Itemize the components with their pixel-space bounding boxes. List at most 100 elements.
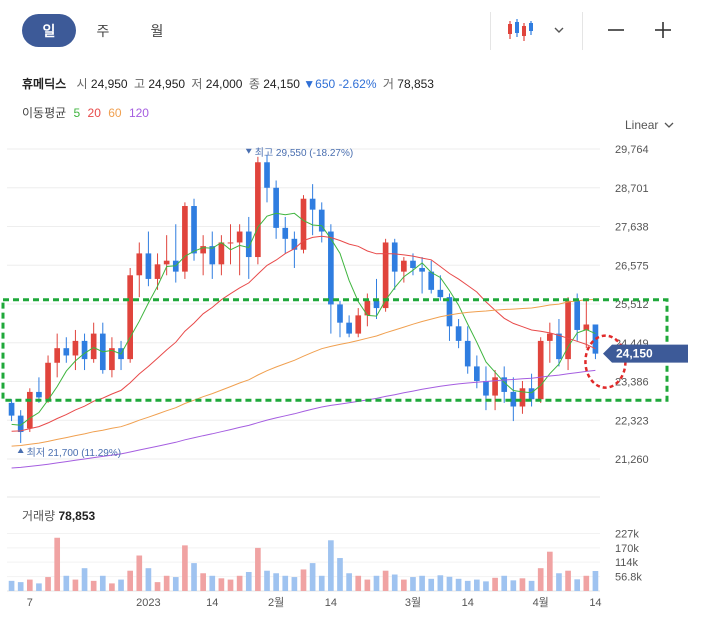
y-tick-label: 21,260 <box>615 454 649 466</box>
candlestick-icon <box>508 19 533 41</box>
volume-chart-value: 78,853 <box>58 509 96 523</box>
candle-body <box>510 391 517 407</box>
ma-period-20: 20 <box>87 106 101 120</box>
scale-label: Linear <box>625 118 659 132</box>
candle-body <box>209 246 216 265</box>
y-tick-label: 24,449 <box>615 338 649 350</box>
high-label: 고 <box>133 77 145 91</box>
volume-bar <box>410 577 416 591</box>
toolbar-divider <box>582 12 583 50</box>
y-tick-label: 26,575 <box>615 260 649 272</box>
volume-bar <box>291 577 298 591</box>
volume-bar <box>191 563 197 591</box>
volume-bar <box>300 569 307 591</box>
price-info: 휴메딕스 시 24,950 고 24,950 저 24,000 종 24,150… <box>22 75 434 92</box>
volume-bar <box>136 555 143 591</box>
volume-tick-label: 56.8k <box>615 572 642 584</box>
volume-bar <box>54 537 61 591</box>
x-tick-label: 4월 <box>533 596 549 609</box>
volume-bar <box>17 582 24 591</box>
volume-value: 78,853 <box>397 77 434 91</box>
volume-bar <box>501 575 508 591</box>
candle-body <box>501 377 508 392</box>
ma-label: 이동평균 <box>22 106 67 120</box>
candle-body <box>163 260 170 265</box>
candle-body <box>474 366 480 381</box>
volume-bar <box>172 577 179 591</box>
open-label: 시 <box>76 77 88 91</box>
volume-bar <box>45 577 51 591</box>
volume-bar <box>428 578 435 591</box>
chevron-down-icon <box>664 122 674 128</box>
volume-bar <box>401 579 407 591</box>
tab-month[interactable]: 월 <box>150 22 164 39</box>
volume-label: 거 <box>382 77 394 91</box>
volume-bar <box>592 571 599 591</box>
candle-body <box>182 206 188 272</box>
volume-bar <box>127 570 133 591</box>
chevron-down-icon <box>554 27 564 33</box>
volume-bar <box>26 579 33 591</box>
add-button[interactable] <box>645 12 681 48</box>
y-tick-label: 22,323 <box>615 415 649 427</box>
candle-body <box>318 209 325 232</box>
ma-line-5 <box>11 212 596 426</box>
candle-body <box>464 340 471 367</box>
candle-body <box>492 377 498 396</box>
candle-body <box>191 206 197 254</box>
low-value: 24,000 <box>205 77 243 91</box>
candle-body <box>118 348 124 360</box>
volume-bar <box>154 582 161 591</box>
candle-body <box>391 242 398 272</box>
candle-body <box>428 271 435 290</box>
candle-body <box>328 231 334 305</box>
volume-bar <box>546 551 553 591</box>
candle-body <box>127 275 133 360</box>
volume-bar <box>163 575 170 591</box>
volume-bar <box>273 573 279 591</box>
volume-bar <box>455 578 462 591</box>
candle-body <box>45 362 51 400</box>
candle-body <box>483 380 489 396</box>
volume-bar <box>200 573 206 591</box>
ma-line-120 <box>11 369 596 469</box>
candle-body <box>17 415 24 433</box>
volume-tick-label: 170k <box>615 543 639 555</box>
volume-bar <box>382 570 389 591</box>
x-tick-label: 3월 <box>405 596 421 609</box>
candle-body <box>81 340 88 360</box>
candle-body <box>154 264 161 279</box>
candle-body <box>337 304 343 323</box>
scale-selector[interactable]: Linear <box>625 118 676 132</box>
x-tick-label: 14 <box>325 597 337 609</box>
candle-body <box>519 388 526 407</box>
draw-button[interactable] <box>598 12 634 48</box>
volume-bar <box>565 570 571 591</box>
volume-bar <box>355 575 362 591</box>
volume-bar <box>583 575 590 591</box>
candle-body <box>54 348 61 363</box>
candle-body <box>291 238 298 250</box>
max-annotation: 최고 29,550 (-18.27%) <box>255 147 353 159</box>
candle-body <box>346 322 352 334</box>
chart-type-button[interactable] <box>500 12 572 48</box>
volume-bar <box>255 547 261 591</box>
volume-bar <box>391 574 398 591</box>
volume-bar <box>72 579 79 591</box>
toolbar-divider <box>490 12 491 50</box>
tab-week[interactable]: 주 <box>96 22 110 39</box>
tab-day[interactable]: 일 <box>22 14 76 47</box>
volume-bar <box>419 575 425 591</box>
high-value: 24,950 <box>148 77 186 91</box>
volume-bar <box>483 581 489 591</box>
candle-body <box>437 289 444 298</box>
x-tick-label: 2월 <box>268 596 284 609</box>
min-marker <box>17 447 24 453</box>
volume-bar <box>492 577 498 591</box>
x-tick-label: 14 <box>589 597 601 609</box>
candle-body <box>273 187 279 228</box>
candle-body <box>537 340 544 400</box>
min-annotation: 최저 21,700 (11.29%) <box>27 447 121 459</box>
candle-body <box>109 348 115 371</box>
